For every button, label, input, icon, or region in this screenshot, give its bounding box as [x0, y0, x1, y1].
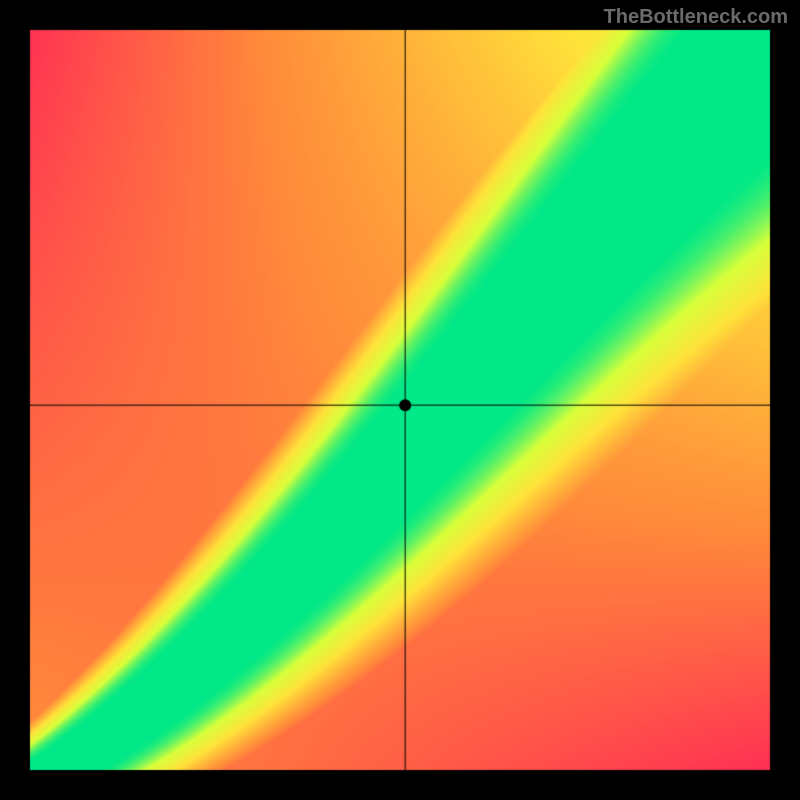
watermark-text: TheBottleneck.com: [604, 6, 788, 29]
bottleneck-heatmap: [0, 0, 800, 800]
chart-container: TheBottleneck.com: [0, 0, 800, 800]
